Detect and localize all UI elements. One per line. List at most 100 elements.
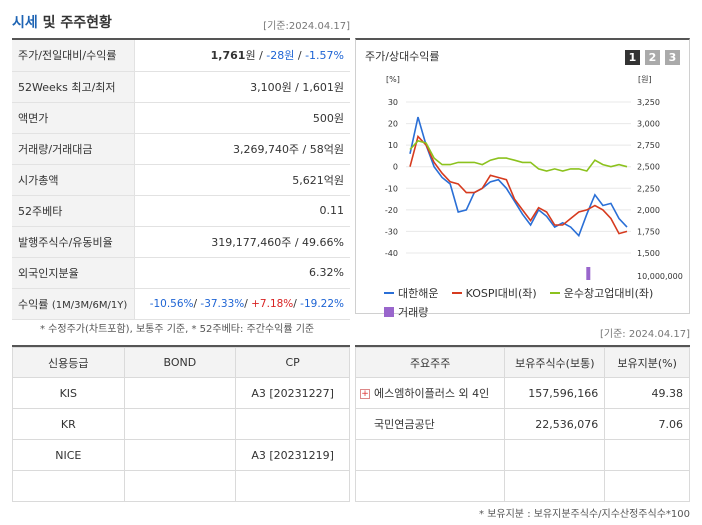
- credit-table: 신용등급 BOND CP KIS A3 [20231227] KR NICE A…: [12, 347, 350, 502]
- right-tick-label: 3,250: [637, 98, 660, 107]
- quote-row-value: 319,177,460주 / 49.66%: [134, 226, 350, 258]
- legend-item-industry: 운수창고업대비(좌): [549, 285, 653, 301]
- left-tick-label: 30: [388, 98, 398, 107]
- credit-cp: [235, 470, 350, 502]
- left-tick-label: -40: [385, 249, 398, 258]
- holders-table: 주요주주 보유주식수(보통) 보유지분(%) + 에스엠하이플러스 외 4인 15…: [354, 347, 690, 502]
- chart-period-button-1[interactable]: 1: [625, 50, 640, 65]
- credit-table-top-border: [12, 345, 350, 347]
- volume-tick-label: 10,000,000: [637, 272, 683, 280]
- quote-row-foreign: 외국인지분율 6.32%: [12, 257, 350, 289]
- credit-row: NICE A3 [20231219]: [12, 439, 350, 471]
- holders-base-date: [기준: 2024.04.17]: [599, 329, 690, 340]
- chart-period-button-2[interactable]: 2: [645, 50, 660, 65]
- quote-row-label: 외국인지분율: [12, 257, 135, 289]
- page-title-part2: 및 주주현황: [37, 15, 112, 31]
- quote-row-value: 6.32%: [134, 257, 350, 289]
- chart-panel-title: 주가/상대수익률: [365, 50, 440, 63]
- returns-label-sub: (1M/3M/6M/1Y): [51, 299, 128, 311]
- returns-label: 수익률: [18, 297, 49, 311]
- holder-name: 국민연금공단: [354, 408, 506, 440]
- return-6m: +7.18%: [251, 297, 294, 310]
- page-title: 시세 및 주주현황: [12, 12, 112, 32]
- holder-pct: 7.06: [604, 408, 690, 440]
- credit-agency: NICE: [12, 439, 125, 471]
- left-tick-label: -30: [385, 227, 398, 236]
- chart-period-button-3[interactable]: 3: [665, 50, 680, 65]
- separator: /: [293, 297, 301, 310]
- credit-header-agency: 신용등급: [12, 347, 125, 378]
- credit-cp: A3 [20231227]: [235, 377, 350, 409]
- separator: /: [244, 297, 252, 310]
- series-line-1: [409, 116, 628, 238]
- credit-agency: [12, 470, 125, 502]
- holders-row: + 에스엠하이플러스 외 4인 157,596,166 49.38: [354, 377, 690, 409]
- holder-pct: [604, 470, 690, 502]
- quote-row-label: 액면가: [12, 102, 135, 134]
- holders-row: [354, 470, 690, 502]
- return-3m: -37.33%: [200, 297, 245, 310]
- quote-row-52w: 52Weeks 최고/최저 3,100원 / 1,601원: [12, 71, 350, 103]
- expand-plus-icon[interactable]: +: [360, 389, 370, 399]
- holder-shares: 157,596,166: [504, 377, 606, 409]
- quote-row-label: 52Weeks 최고/최저: [12, 71, 135, 103]
- credit-row: [12, 470, 350, 502]
- quote-table: 주가/전일대비/수익률 1,761원 / -28원 / -1.57% 52Wee…: [12, 40, 350, 320]
- quote-table-top-border: [12, 38, 350, 40]
- left-tick-label: -10: [385, 184, 398, 193]
- quote-row-value: 5,621억원: [134, 164, 350, 196]
- right-tick-label: 3,000: [637, 120, 660, 129]
- current-price: 1,761: [210, 49, 246, 63]
- credit-row: KIS A3 [20231227]: [12, 377, 350, 409]
- left-tick-label: 20: [388, 120, 398, 129]
- legend-label: 거래량: [398, 306, 429, 319]
- quote-row-value: 0.11: [134, 195, 350, 227]
- credit-header-cp: CP: [235, 347, 350, 378]
- legend-swatch: [451, 292, 462, 294]
- price-change-rate: -1.57%: [305, 49, 344, 63]
- holders-row: [354, 439, 690, 471]
- price-change: -28원: [266, 49, 295, 63]
- holders-footnote: * 보유지분 : 보유지분주식수/지수산정주식수*100: [479, 509, 690, 520]
- holder-name: [354, 439, 506, 471]
- legend-label: KOSPI대비(좌): [465, 287, 537, 300]
- legend-swatch: [549, 292, 560, 294]
- left-axis-unit: [%]: [386, 75, 400, 84]
- credit-bond: [123, 377, 237, 409]
- holder-shares: 22,536,076: [504, 408, 606, 440]
- right-tick-label: 2,000: [637, 206, 660, 215]
- left-tick-label: 0: [393, 163, 398, 172]
- legend-item-volume: 거래량: [384, 304, 428, 320]
- holder-name: [354, 470, 506, 502]
- quote-row-returns: 수익률 (1M/3M/6M/1Y) -10.56%/ -37.33%/ +7.1…: [12, 288, 350, 320]
- credit-agency: KR: [12, 408, 125, 440]
- quote-row-value: 500원: [134, 102, 350, 134]
- volume-bar: [586, 267, 591, 280]
- return-1y: -19.22%: [300, 297, 344, 310]
- chart-legend: 대한해운 KOSPI대비(좌) 운수창고업대비(좌) 거래량: [384, 279, 684, 321]
- credit-bond: [123, 408, 237, 440]
- holder-shares: [504, 470, 606, 502]
- legend-label: 대한해운: [398, 287, 439, 300]
- credit-bond: [123, 470, 237, 502]
- return-1m: -10.56%: [149, 297, 194, 310]
- holder-name-cell: + 에스엠하이플러스 외 4인: [354, 377, 506, 409]
- quote-row-label: 수익률 (1M/3M/6M/1Y): [12, 288, 135, 320]
- quote-row-value: 1,761원 / -28원 / -1.57%: [134, 40, 350, 72]
- quote-row-value: 3,100원 / 1,601원: [134, 71, 350, 103]
- credit-cp: A3 [20231219]: [235, 439, 350, 471]
- right-tick-label: 2,500: [637, 163, 660, 172]
- separator: /: [193, 297, 201, 310]
- legend-item-kospi: KOSPI대비(좌): [451, 285, 537, 301]
- holder-shares: [504, 439, 606, 471]
- credit-cp: [235, 408, 350, 440]
- right-tick-label: 1,750: [637, 227, 660, 236]
- price-unit: 원 /: [245, 49, 267, 63]
- right-tick-label: 1,500: [637, 249, 660, 258]
- legend-swatch: [384, 307, 394, 317]
- series-line-2: [409, 134, 628, 235]
- quote-footnote: * 수정주가(차트포함), 보통주 기준, * 52주베타: 주간수익률 기준: [40, 324, 315, 335]
- holder-name: 에스엠하이플러스 외 4인: [374, 387, 490, 400]
- credit-header-bond: BOND: [123, 347, 237, 378]
